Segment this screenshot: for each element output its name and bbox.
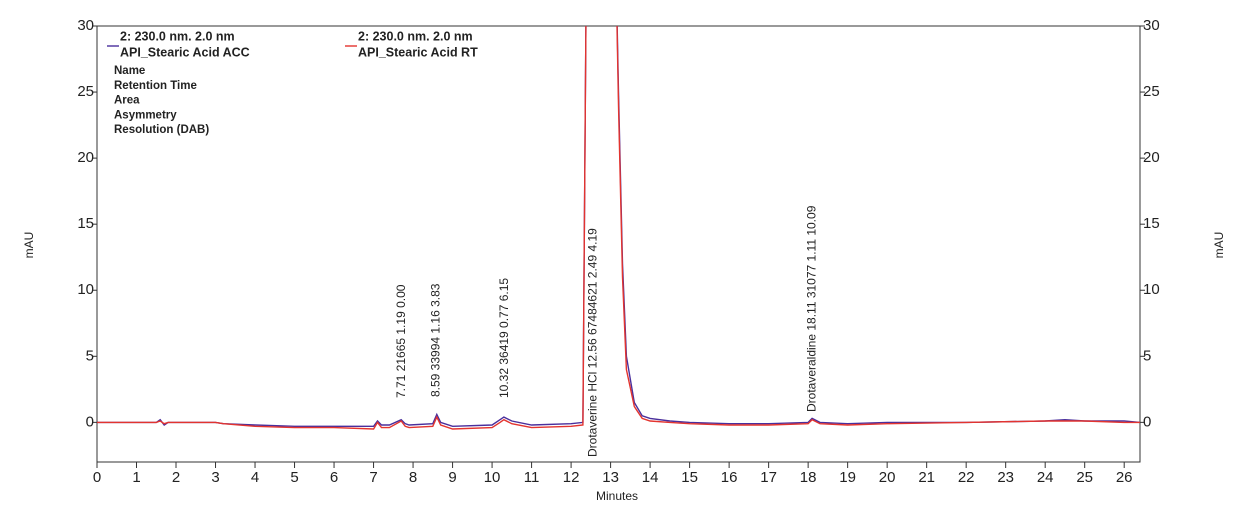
peak-annotation: Drotaverine HCl 12.56 67484621 2.49 4.19 bbox=[585, 228, 599, 457]
x-tick-label: 8 bbox=[409, 469, 417, 486]
x-tick-label: 3 bbox=[211, 469, 219, 486]
peak-annotation: Drotaveraldine 18.11 31077 1.11 10.09 bbox=[805, 205, 819, 412]
y-tick-label: 25 bbox=[77, 83, 94, 100]
x-tick-label: 4 bbox=[251, 469, 259, 486]
x-tick-label: 5 bbox=[290, 469, 298, 486]
legend-header: 2: 230.0 nm. 2.0 nm bbox=[358, 29, 473, 43]
x-tick-label: 21 bbox=[918, 469, 935, 486]
legend-label: Area bbox=[114, 95, 140, 107]
plot-frame bbox=[96, 25, 1141, 463]
y-tick-label: 20 bbox=[77, 149, 94, 166]
y2-tick-label: 30 bbox=[1143, 17, 1160, 34]
plot-area bbox=[97, 26, 1140, 430]
legend-header: 2: 230.0 nm. 2.0 nm bbox=[120, 29, 235, 43]
x-tick-label: 14 bbox=[642, 469, 659, 486]
x-tick-label: 6 bbox=[330, 469, 338, 486]
y-tick-label: 0 bbox=[86, 413, 94, 430]
x-tick-label: 0 bbox=[93, 469, 101, 486]
y-axis-label: mAU bbox=[22, 232, 36, 259]
y-tick-label: 5 bbox=[86, 347, 94, 364]
x-tick-label: 13 bbox=[602, 469, 619, 486]
x-tick-label: 1 bbox=[132, 469, 140, 486]
legend-label: Asymmetry bbox=[114, 109, 177, 121]
x-axis-label: Minutes bbox=[596, 489, 638, 503]
legend-entry: API_Stearic Acid RT bbox=[358, 45, 478, 59]
x-tick-label: 26 bbox=[1116, 469, 1133, 486]
legend-entry: API_Stearic Acid ACC bbox=[120, 45, 250, 59]
x-tick-label: 20 bbox=[879, 469, 896, 486]
y2-tick-label: 25 bbox=[1143, 83, 1160, 100]
y2-tick-label: 10 bbox=[1143, 281, 1160, 298]
x-tick-label: 9 bbox=[448, 469, 456, 486]
legend-label: Resolution (DAB) bbox=[114, 124, 209, 136]
y2-tick-label: 15 bbox=[1143, 215, 1160, 232]
peak-annotation: 7.71 21665 1.19 0.00 bbox=[394, 284, 408, 398]
x-tick-label: 25 bbox=[1076, 469, 1093, 486]
x-tick-label: 22 bbox=[958, 469, 975, 486]
x-tick-label: 12 bbox=[563, 469, 580, 486]
y-tick-label: 30 bbox=[77, 17, 94, 34]
x-tick-label: 2 bbox=[172, 469, 180, 486]
x-tick-label: 23 bbox=[997, 469, 1014, 486]
y2-axis-label: mAU bbox=[1212, 232, 1226, 259]
x-tick-label: 24 bbox=[1037, 469, 1054, 486]
y-tick-label: 10 bbox=[77, 281, 94, 298]
x-tick-label: 15 bbox=[681, 469, 698, 486]
legend-label: Name bbox=[114, 65, 145, 77]
x-tick-label: 11 bbox=[524, 469, 540, 486]
trace bbox=[97, 26, 1140, 430]
x-tick-label: 16 bbox=[721, 469, 738, 486]
x-tick-label: 17 bbox=[760, 469, 777, 486]
y-tick-label: 15 bbox=[77, 215, 94, 232]
x-tick-label: 7 bbox=[369, 469, 377, 486]
y2-tick-label: 20 bbox=[1143, 149, 1160, 166]
x-tick-label: 10 bbox=[484, 469, 501, 486]
y2-tick-label: 5 bbox=[1143, 347, 1151, 364]
legend-label: Retention Time bbox=[114, 80, 197, 92]
trace bbox=[97, 26, 1140, 428]
y2-tick-label: 0 bbox=[1143, 413, 1151, 430]
x-tick-label: 18 bbox=[800, 469, 817, 486]
x-tick-label: 19 bbox=[839, 469, 856, 486]
peak-annotation: 10.32 36419 0.77 6.15 bbox=[497, 278, 511, 398]
peak-annotation: 8.59 33994 1.16 3.83 bbox=[429, 283, 443, 397]
